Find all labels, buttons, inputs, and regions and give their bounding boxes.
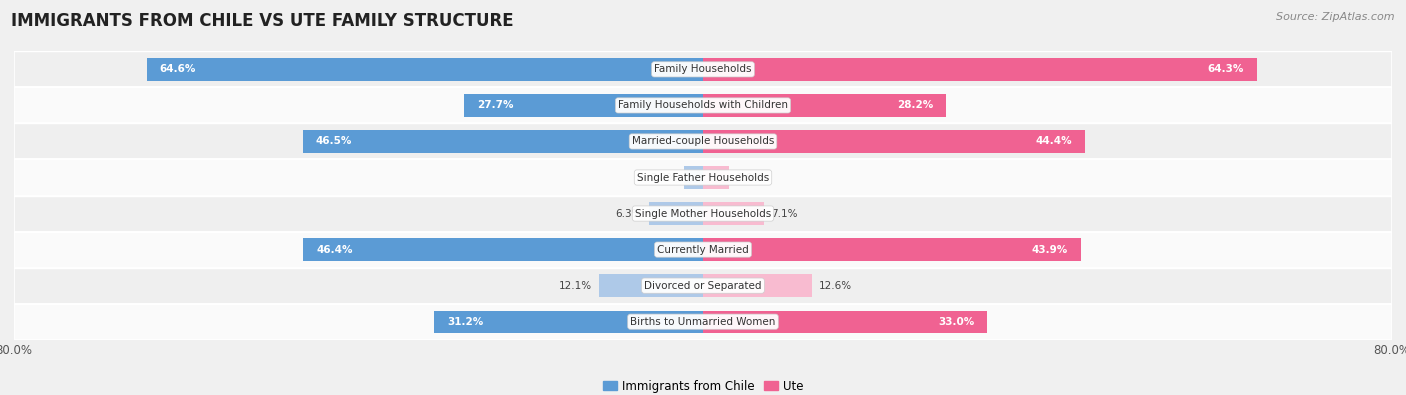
Text: Births to Unmarried Women: Births to Unmarried Women (630, 317, 776, 327)
Text: Married-couple Households: Married-couple Households (631, 136, 775, 147)
Text: 12.6%: 12.6% (818, 280, 852, 291)
Text: 64.6%: 64.6% (160, 64, 195, 74)
Text: 27.7%: 27.7% (478, 100, 513, 111)
Bar (599, 275, 703, 297)
Bar (434, 310, 703, 333)
Bar (14, 87, 1392, 123)
Bar (703, 310, 987, 333)
Text: 46.5%: 46.5% (315, 136, 352, 147)
Text: 3.0%: 3.0% (735, 173, 762, 182)
Text: 12.1%: 12.1% (558, 280, 592, 291)
Text: Single Mother Households: Single Mother Households (636, 209, 770, 218)
Text: 43.9%: 43.9% (1032, 245, 1069, 255)
Bar (14, 304, 1392, 340)
Bar (703, 130, 1085, 152)
Bar (703, 166, 728, 189)
Bar (14, 196, 1392, 231)
Bar (304, 239, 703, 261)
Text: 6.3%: 6.3% (616, 209, 643, 218)
Bar (703, 94, 946, 117)
Legend: Immigrants from Chile, Ute: Immigrants from Chile, Ute (598, 375, 808, 395)
Bar (685, 166, 703, 189)
Bar (464, 94, 703, 117)
Text: 7.1%: 7.1% (770, 209, 797, 218)
Text: 46.4%: 46.4% (316, 245, 353, 255)
Bar (14, 231, 1392, 268)
Text: 28.2%: 28.2% (897, 100, 934, 111)
Bar (703, 275, 811, 297)
Text: Currently Married: Currently Married (657, 245, 749, 255)
Bar (703, 239, 1081, 261)
Text: 44.4%: 44.4% (1036, 136, 1073, 147)
Bar (648, 202, 703, 225)
Text: IMMIGRANTS FROM CHILE VS UTE FAMILY STRUCTURE: IMMIGRANTS FROM CHILE VS UTE FAMILY STRU… (11, 12, 513, 30)
Bar (14, 123, 1392, 160)
Text: Single Father Households: Single Father Households (637, 173, 769, 182)
Text: Source: ZipAtlas.com: Source: ZipAtlas.com (1277, 12, 1395, 22)
Text: Divorced or Separated: Divorced or Separated (644, 280, 762, 291)
Bar (146, 58, 703, 81)
Text: Family Households: Family Households (654, 64, 752, 74)
Text: 31.2%: 31.2% (447, 317, 484, 327)
Text: 2.2%: 2.2% (651, 173, 678, 182)
Bar (302, 130, 703, 152)
Text: 33.0%: 33.0% (938, 317, 974, 327)
Text: Family Households with Children: Family Households with Children (619, 100, 787, 111)
Bar (703, 202, 763, 225)
Bar (14, 51, 1392, 87)
Bar (14, 160, 1392, 196)
Bar (14, 268, 1392, 304)
Text: 64.3%: 64.3% (1208, 64, 1244, 74)
Bar (703, 58, 1257, 81)
